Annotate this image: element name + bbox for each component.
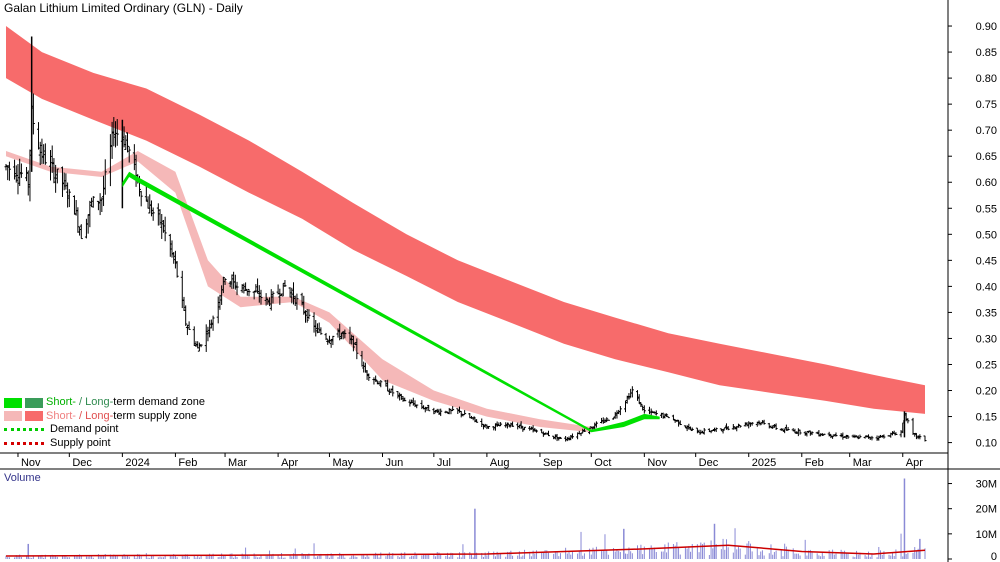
volume-title: Volume <box>4 472 41 484</box>
legend-short-label: Short- <box>46 396 76 408</box>
demand-point-line <box>4 428 44 432</box>
price-tick-label: 0.60 <box>976 177 997 189</box>
legend-slash-long-supply: / Long- <box>75 409 114 422</box>
price-tick-label: 0.35 <box>976 307 997 319</box>
date-tick-label: 2024 <box>125 457 149 469</box>
volume-tick-label: 20M <box>976 504 997 516</box>
date-tick-label: Apr <box>281 457 298 469</box>
volume-moving-average <box>5 544 926 557</box>
legend-supply-zone: Short- / Long- term supply zone <box>4 410 205 424</box>
short-term-demand-zone <box>122 171 660 433</box>
long-supply-swatch <box>25 411 43 422</box>
price-tick-label: 0.10 <box>976 438 997 450</box>
volume-panel <box>5 478 926 559</box>
price-tick-label: 0.15 <box>976 412 997 424</box>
long-term-supply-zone <box>6 26 925 414</box>
date-tick-label: Aug <box>490 457 510 469</box>
price-tick-label: 0.20 <box>976 386 997 398</box>
legend-short-label-supply: Short- <box>46 409 76 422</box>
legend-demand-zone-label: term demand zone <box>113 396 205 408</box>
short-supply-swatch <box>4 411 22 422</box>
volume-tick-label: 0 <box>991 551 997 562</box>
price-axis: 0.10 0.15 0.20 0.25 0.30 0.35 0.40 0.45 0.50 0.55… <box>948 21 997 450</box>
price-tick-label: 0.55 <box>976 203 997 215</box>
long-term-supply-band <box>6 26 925 414</box>
date-tick-label: Feb <box>178 457 197 469</box>
price-tick-label: 0.85 <box>976 47 997 59</box>
price-tick-label: 0.45 <box>976 255 997 267</box>
date-tick-label: Nov <box>647 457 667 469</box>
legend-demand-point-label: Demand point <box>50 423 119 435</box>
price-tick-label: 0.25 <box>976 359 997 371</box>
supply-point-line <box>4 441 44 445</box>
price-candles <box>4 36 927 442</box>
legend: Short- / Long- term demand zone Short- /… <box>4 396 205 450</box>
date-tick-label: Jul <box>437 457 451 469</box>
date-tick-label: Sep <box>543 457 563 469</box>
date-tick-label: Dec <box>72 457 92 469</box>
legend-demand-zone: Short- / Long- term demand zone <box>4 396 205 410</box>
date-tick-label: Feb <box>805 457 824 469</box>
price-tick-label: 0.65 <box>976 151 997 163</box>
date-tick-label: 2025 <box>752 457 776 469</box>
volume-axis: 0 10M 20M 30M <box>948 479 997 562</box>
legend-supply-point: Supply point <box>4 437 205 451</box>
date-tick-label: Mar <box>853 457 872 469</box>
date-tick-label: Apr <box>906 457 923 469</box>
legend-demand-point: Demand point <box>4 423 205 437</box>
price-tick-label: 0.30 <box>976 333 997 345</box>
date-tick-label: Mar <box>228 457 247 469</box>
price-tick-label: 0.70 <box>976 125 997 137</box>
price-tick-label: 0.40 <box>976 281 997 293</box>
chart-title: Galan Lithium Limited Ordinary (GLN) - D… <box>4 1 243 15</box>
date-axis: Nov Dec 2024 Feb Mar Apr May Jun Jul Aug Sep Oct Nov… <box>17 453 923 469</box>
date-tick-label: Jun <box>385 457 403 469</box>
price-tick-label: 0.80 <box>976 73 997 85</box>
date-tick-label: May <box>332 457 353 469</box>
date-tick-label: Dec <box>699 457 719 469</box>
long-demand-swatch <box>25 397 43 408</box>
short-term-demand-band <box>122 171 660 433</box>
price-tick-label: 0.50 <box>976 229 997 241</box>
date-tick-label: Oct <box>594 457 611 469</box>
volume-tick-label: 30M <box>976 479 997 491</box>
legend-supply-zone-label: term supply zone <box>113 409 198 422</box>
volume-tick-label: 10M <box>976 529 997 541</box>
short-demand-swatch <box>4 397 22 408</box>
legend-slash-long: / Long- <box>75 396 114 408</box>
price-tick-label: 0.75 <box>976 99 997 111</box>
price-tick-label: 0.90 <box>976 21 997 33</box>
date-tick-label: Nov <box>21 457 41 469</box>
legend-supply-point-label: Supply point <box>50 436 111 449</box>
